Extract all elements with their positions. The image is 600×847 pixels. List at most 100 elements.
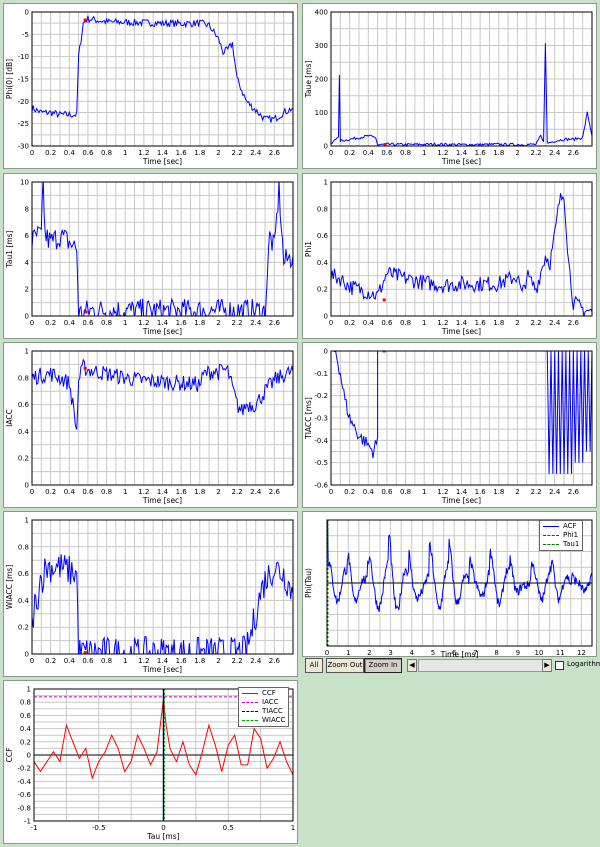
x-tick-label: 1.4 [157, 488, 169, 496]
series-trace-line [331, 43, 592, 146]
legend-tiacc-swatch [242, 711, 258, 712]
y-tick-label: -0.1 [314, 370, 328, 378]
chart-taue-svg: 0 0.2 0.4 0.6 0.8 1 1.2 1.4 1.6 1.8 2 2.2 2.4 2.6 0 100… [304, 9, 593, 166]
legend-tiacc-label: TIACC [262, 707, 283, 715]
all-button[interactable]: All [305, 658, 323, 673]
logarithm-checkbox[interactable] [555, 661, 564, 670]
legend-ccf-swatch [242, 693, 258, 694]
x-tick-label: 0.5 [223, 824, 234, 832]
x-tick-label: 0.8 [400, 149, 411, 157]
x-tick-label: 2 [515, 149, 519, 157]
x-tick-label: 1.2 [138, 488, 149, 496]
y-tick-label: 0 [324, 313, 328, 321]
x-tick-label: 0.2 [344, 319, 355, 327]
x-tick-label: 1.4 [456, 319, 468, 327]
x-tick-label: 0.4 [363, 319, 375, 327]
ccf-legend: CCF IACC TIACC WIACC [238, 687, 290, 727]
y-tick-label: 0.6 [20, 712, 32, 720]
plot-frame [31, 350, 294, 486]
y-axis-label: Tau1 [ms] [5, 230, 14, 268]
current-point-marker [382, 351, 386, 353]
x-tick-label: 1.4 [456, 488, 468, 496]
x-tick-label: 1.6 [475, 319, 487, 327]
chart-ccf: -1 -0.5 0 0.5 1 1 0.8 0.6 0.4 0.2 0 -0.2 -0.4 -0.6 -0.… [3, 680, 298, 844]
scroll-right-arrow[interactable]: ▶ [542, 659, 552, 672]
x-tick-label: 1 [123, 149, 127, 157]
y-tick-label: -0.6 [314, 482, 328, 490]
x-tick-label: 0.2 [45, 657, 56, 665]
x-tick-label: 2.6 [568, 319, 580, 327]
chart-phi0: 0 0.2 0.4 0.6 0.8 1 1.2 1.4 1.6 1.8 2 2.2 2.4 2.6 0 -5 -… [3, 3, 298, 169]
x-tick-label: -1 [31, 824, 38, 832]
y-tick-label: 0.6 [18, 570, 30, 578]
y-tick-label: -0.4 [17, 778, 31, 786]
y-tick-label: -25 [18, 120, 29, 128]
y-tick-label: -0.6 [17, 791, 31, 799]
x-tick-label: 8 [494, 649, 498, 657]
series-group [331, 351, 592, 474]
series-group [32, 15, 293, 123]
x-axis-label: Time [sec] [142, 665, 182, 674]
x-tick-label: 0.8 [400, 488, 411, 496]
current-point-marker [382, 298, 386, 302]
series-trace-line [32, 15, 293, 123]
y-tick-label: -0.2 [17, 765, 31, 773]
x-tick-label: 2.4 [250, 657, 262, 665]
y-tick-label: 0.4 [18, 597, 30, 605]
x-tick-label: 0.8 [101, 657, 112, 665]
y-tick-label: -0.4 [314, 437, 328, 445]
y-tick-label: 0.4 [317, 259, 329, 267]
x-tick-label: 1.2 [437, 488, 448, 496]
x-axis-label: Tau [ms] [146, 832, 179, 841]
x-tick-label: 2 [216, 488, 220, 496]
x-axis-label: Time [sec] [441, 327, 481, 336]
x-tick-label: 2.6 [568, 488, 580, 496]
x-tick-label: 2 [216, 657, 220, 665]
y-tick-label: 400 [315, 9, 328, 17]
current-point-marker [383, 143, 387, 146]
series-group [327, 520, 592, 646]
x-tick-label: 0.6 [82, 319, 94, 327]
zoom-out-button[interactable]: Zoom Out [326, 658, 364, 673]
plot-frame [33, 688, 294, 822]
x-tick-label: 1.8 [194, 319, 205, 327]
y-tick-label: 2 [25, 286, 29, 294]
y-tick-label: 0 [25, 482, 29, 490]
y-tick-label: 0.4 [18, 428, 30, 436]
x-tick-label: 9 [516, 649, 520, 657]
logarithm-label: Logarithm [567, 660, 600, 668]
x-tick-label: 2.2 [531, 488, 542, 496]
x-tick-label: -0.5 [92, 824, 106, 832]
y-tick-label: 4 [25, 259, 30, 267]
x-tick-label: 2.4 [250, 149, 262, 157]
series-group [32, 358, 293, 430]
x-tick-label: 0 [30, 657, 34, 665]
x-tick-label: 2.6 [269, 149, 281, 157]
x-tick-label: 2.6 [269, 319, 281, 327]
x-tick-label: 0.6 [381, 319, 393, 327]
series-trace-line [331, 193, 592, 316]
chart-iacc-svg: 0 0.2 0.4 0.6 0.8 1 1.2 1.4 1.6 1.8 2 2.2 2.4 2.6 0 0.2… [5, 348, 294, 505]
x-tick-label: 0 [329, 488, 333, 496]
x-tick-label: 1.8 [194, 488, 205, 496]
zoom-in-button[interactable]: Zoom In [364, 658, 402, 673]
x-tick-label: 1.2 [138, 319, 149, 327]
x-axis-label: Time [sec] [142, 327, 182, 336]
current-point-marker [83, 366, 87, 370]
chart-iacc: 0 0.2 0.4 0.6 0.8 1 1.2 1.4 1.6 1.8 2 2.2 2.4 2.6 0 0.2… [3, 342, 298, 508]
series-group [331, 193, 592, 316]
y-tick-label: -0.8 [17, 804, 31, 812]
scroll-left-arrow[interactable]: ◀ [407, 659, 417, 672]
x-tick-label: 0.6 [82, 488, 94, 496]
series-trace-line [32, 554, 293, 654]
y-tick-label: 6 [25, 232, 30, 240]
y-tick-label: 0.8 [18, 374, 29, 382]
y-axis-label: Taue [ms] [304, 61, 313, 99]
x-tick-label: 2.4 [549, 319, 561, 327]
series-group [32, 182, 293, 316]
horizontal-scrollbar[interactable] [418, 659, 544, 672]
y-axis-label: IACC [5, 409, 14, 427]
x-tick-label: 1 [346, 649, 350, 657]
x-tick-label: 0.6 [82, 657, 94, 665]
x-tick-label: 1.6 [475, 488, 487, 496]
